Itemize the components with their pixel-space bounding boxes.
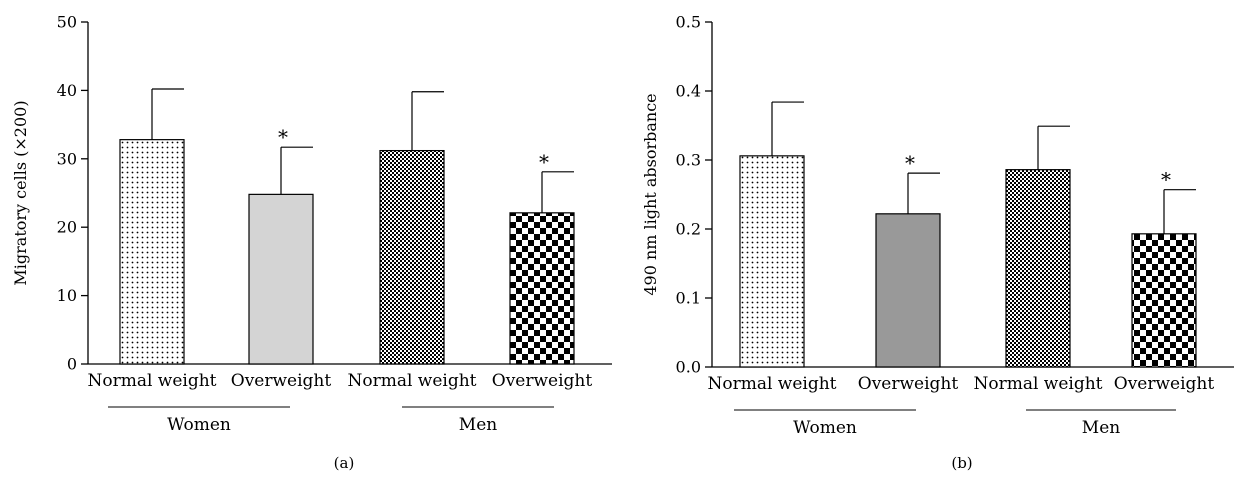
group-label: Men [459,415,497,435]
y-tick-label: 0.2 [676,220,701,239]
y-tick-label: 0.1 [676,289,701,308]
bar [1005,169,1071,368]
chart-panel-1: 0 10 20 30 40 50 Normal weight * Overweight Norma… [11,13,612,472]
bar [248,193,314,365]
y-tick-label: 0.0 [676,358,701,377]
y-tick-label: 10 [57,286,77,305]
category-label: Overweight [1114,374,1215,394]
y-axis-title: Migratory cells (×200) [11,100,30,285]
y-tick-label: 40 [57,81,77,100]
bar [739,155,805,368]
category-label: Overweight [231,371,332,391]
bar [509,212,575,365]
bar [379,149,445,365]
significance-mark: * [278,125,288,149]
group-label: Women [167,415,231,435]
chart-panel-2: 0.0 0.1 0.2 0.3 0.4 0.5 Normal weight * Overweig… [641,13,1234,472]
y-tick-label: 0.4 [676,82,701,101]
category-label: Overweight [858,374,959,394]
group-label: Women [793,418,857,438]
category-label: Normal weight [973,374,1102,394]
bar [875,213,941,368]
category-label: Normal weight [707,374,836,394]
y-axis-title: 490 nm light absorbance [641,93,660,295]
significance-mark: * [539,150,549,174]
significance-mark: * [905,151,915,175]
category-label: Normal weight [347,371,476,391]
y-tick-label: 20 [57,218,77,237]
bar [119,139,185,365]
panel-label: (a) [334,454,355,472]
panel-label: (b) [951,454,972,472]
significance-mark: * [1161,168,1171,192]
category-label: Overweight [492,371,593,391]
y-tick-label: 30 [57,149,77,168]
bar [1131,233,1197,368]
y-tick-label: 0 [67,355,77,374]
y-tick-label: 50 [57,13,77,32]
y-tick-label: 0.3 [676,151,701,170]
y-tick-label: 0.5 [676,13,701,32]
category-label: Normal weight [87,371,216,391]
group-label: Men [1082,418,1120,438]
